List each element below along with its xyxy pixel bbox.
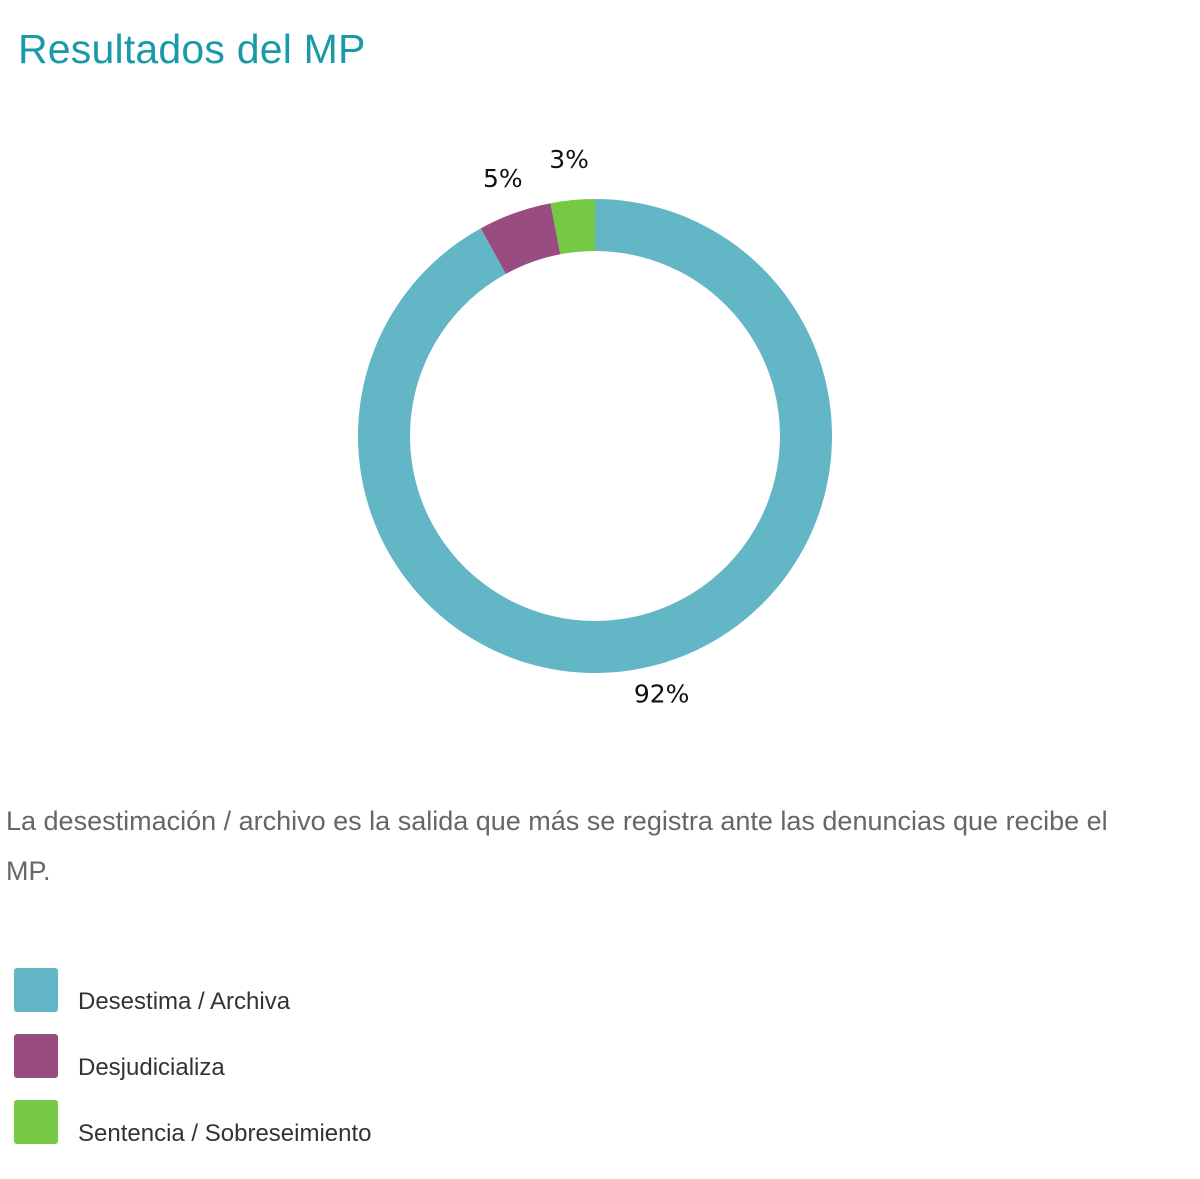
legend-label: Desjudicializa (78, 1054, 225, 1081)
legend-swatch (14, 968, 58, 1012)
legend-swatch (14, 1034, 58, 1078)
legend-label: Desestima / Archiva (78, 988, 291, 1015)
donut-slice-0[interactable] (357, 199, 832, 673)
legend-swatch (14, 1100, 58, 1144)
legend-label: Sentencia / Sobreseimiento (78, 1120, 372, 1147)
page-title: Resultados del MP (18, 26, 366, 72)
slice-label-1: 5% (483, 164, 523, 193)
donut-chart: 92% 5% 3% (357, 145, 832, 709)
chart-description: La desestimación / archivo es la salida … (6, 806, 1108, 886)
slice-label-2: 3% (549, 145, 589, 174)
donut-slice-1[interactable] (480, 203, 561, 274)
donut-slice-2[interactable] (550, 199, 595, 255)
slice-label-0: 92% (634, 680, 690, 709)
